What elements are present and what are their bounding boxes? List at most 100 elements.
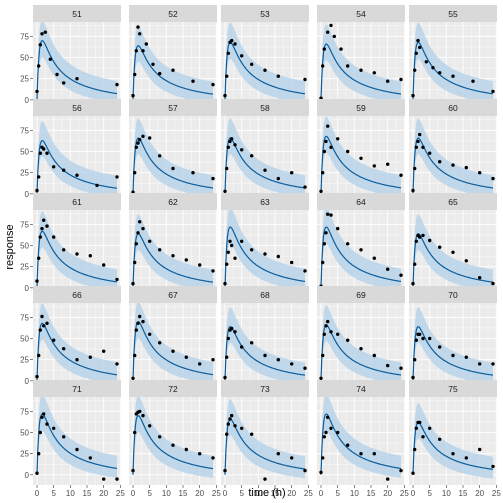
data-point bbox=[464, 259, 468, 263]
panel-62: 62 bbox=[129, 193, 217, 298]
data-point bbox=[464, 355, 468, 359]
panel-strip-label: 56 bbox=[72, 103, 82, 113]
data-point bbox=[198, 263, 202, 267]
panel-strip-label: 53 bbox=[260, 9, 270, 19]
data-point bbox=[321, 64, 325, 68]
data-point bbox=[102, 349, 106, 353]
y-tick-label: 0 bbox=[25, 96, 30, 105]
data-point bbox=[230, 38, 234, 43]
data-point bbox=[158, 248, 162, 252]
data-point bbox=[75, 447, 79, 452]
data-point bbox=[38, 43, 42, 47]
data-point bbox=[250, 62, 254, 66]
data-point bbox=[230, 243, 234, 248]
panel-56: 56 0 25 50 75 bbox=[20, 99, 121, 204]
panel-strip bbox=[129, 193, 217, 210]
data-point bbox=[250, 248, 254, 252]
data-point bbox=[276, 358, 280, 362]
prediction-band bbox=[37, 397, 117, 478]
prediction-band bbox=[321, 305, 401, 385]
y-tick-label: 75 bbox=[20, 313, 29, 322]
data-point bbox=[324, 231, 328, 235]
prediction-band bbox=[133, 397, 213, 478]
median-line bbox=[224, 326, 306, 381]
data-point bbox=[42, 412, 46, 416]
panel-strip-label: 75 bbox=[448, 384, 458, 394]
data-point bbox=[230, 137, 234, 141]
data-point bbox=[133, 72, 137, 77]
x-tick-label: 20 bbox=[475, 489, 484, 498]
prediction-band bbox=[413, 118, 493, 198]
panel-strip bbox=[129, 286, 217, 303]
data-point bbox=[52, 235, 56, 239]
panel-strip bbox=[409, 380, 497, 397]
data-point bbox=[303, 366, 307, 370]
panel-60: 60 bbox=[409, 99, 497, 204]
data-point bbox=[171, 68, 175, 72]
data-point bbox=[386, 477, 390, 481]
data-point bbox=[228, 139, 232, 144]
x-tick-label: 15 bbox=[83, 489, 92, 498]
median-line bbox=[224, 41, 306, 100]
panel-strip bbox=[221, 99, 309, 116]
data-point bbox=[133, 171, 137, 175]
x-tick-label: 15 bbox=[367, 489, 376, 498]
panel-65: 65 bbox=[409, 193, 497, 298]
panel-strip bbox=[221, 380, 309, 397]
data-point bbox=[336, 332, 340, 336]
data-point bbox=[491, 176, 495, 181]
panel-strip bbox=[317, 5, 405, 22]
data-point bbox=[322, 332, 326, 336]
median-line bbox=[132, 415, 214, 475]
data-point bbox=[211, 82, 215, 87]
data-point bbox=[225, 74, 229, 78]
data-point bbox=[133, 430, 137, 435]
data-point bbox=[95, 183, 99, 188]
data-point bbox=[372, 452, 376, 456]
data-point bbox=[88, 355, 93, 359]
median-line bbox=[412, 421, 494, 475]
panel-strip bbox=[317, 380, 405, 397]
data-point bbox=[418, 45, 422, 50]
prediction-band bbox=[133, 118, 213, 198]
data-point bbox=[141, 49, 145, 53]
panel-54: 54 bbox=[317, 5, 405, 110]
data-point bbox=[40, 226, 44, 231]
data-point bbox=[414, 145, 418, 149]
panel-strip bbox=[409, 286, 497, 303]
data-point bbox=[491, 464, 495, 469]
data-point bbox=[40, 314, 44, 319]
data-point bbox=[211, 358, 215, 362]
x-tick-label: 10 bbox=[442, 489, 451, 498]
panel-strip-label: 59 bbox=[356, 103, 366, 113]
x-tick-label: 25 bbox=[304, 489, 313, 498]
data-point bbox=[184, 355, 188, 359]
data-point bbox=[115, 175, 119, 179]
data-point bbox=[138, 220, 142, 224]
x-tick-label: 5 bbox=[147, 489, 152, 498]
data-point bbox=[290, 456, 294, 460]
data-point bbox=[372, 353, 376, 358]
x-tick-label: 25 bbox=[116, 489, 125, 498]
data-point bbox=[359, 452, 363, 456]
data-point bbox=[134, 145, 138, 149]
data-point bbox=[52, 426, 56, 430]
data-point bbox=[226, 422, 230, 426]
y-tick-label: 25 bbox=[20, 169, 29, 178]
x-axis-title: time (h) bbox=[248, 487, 285, 499]
data-point bbox=[225, 166, 229, 171]
panel-strip-label: 72 bbox=[168, 384, 178, 394]
panel-strip bbox=[33, 99, 121, 116]
prediction-band bbox=[225, 118, 305, 198]
panel-51: 51 0 25 50 75 bbox=[20, 5, 121, 110]
panel-strip bbox=[33, 286, 121, 303]
y-tick-label: 75 bbox=[20, 32, 29, 41]
data-point bbox=[45, 321, 49, 325]
data-point bbox=[413, 447, 417, 452]
panel-strip-label: 64 bbox=[356, 197, 366, 207]
panel-strip-label: 68 bbox=[260, 290, 270, 300]
data-point bbox=[339, 47, 343, 51]
data-point bbox=[386, 267, 390, 271]
data-point bbox=[478, 447, 482, 452]
data-point bbox=[240, 54, 244, 58]
